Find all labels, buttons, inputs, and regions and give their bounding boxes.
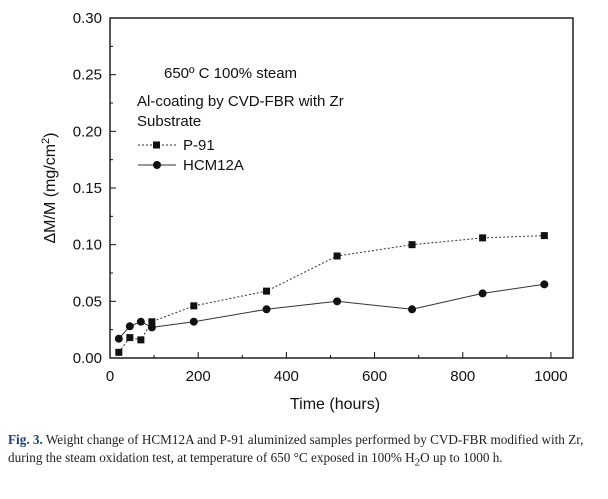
data-point-p91 [263, 287, 271, 295]
caption-label: Fig. 3. [8, 432, 43, 447]
data-point-p91 [190, 302, 198, 310]
data-point-hcm12a [136, 317, 145, 326]
y-tick-label: 0.30 [73, 10, 102, 27]
data-point-hcm12a [147, 323, 156, 332]
y-tick-label: 0.25 [73, 67, 102, 84]
data-point-hcm12a [408, 305, 417, 314]
figure-caption: Fig. 3. Weight change of HCM12A and P-91… [8, 431, 602, 472]
legend-label-p91: P-91 [183, 137, 215, 154]
annotation-coating: Al-coating by CVD-FBR with Zr [137, 93, 344, 110]
legend-entry-hcm12a: HCM12A [138, 157, 244, 174]
y-axis-ticks: 0.00 0.05 0.10 0.15 0.20 0.25 0.30 [73, 10, 116, 367]
caption-text-1: Weight change of HCM12A and P-91 alumini… [8, 432, 584, 465]
series-line-hcm12a [118, 283, 545, 340]
data-point-p91 [115, 348, 123, 356]
x-tick-label: 600 [362, 368, 387, 385]
data-point-hcm12a [478, 289, 487, 298]
data-point-p91 [540, 232, 548, 240]
caption-text-2: O up to 1000 h. [420, 450, 503, 465]
y-tick-label: 0.20 [73, 123, 102, 140]
x-tick-label: 1000 [534, 368, 567, 385]
chart: 0 200 400 600 800 1000 0.000.050.100.150.200.… [40, 10, 574, 413]
x-tick-label: 400 [274, 368, 299, 385]
x-tick-label: 800 [450, 368, 475, 385]
data-point-p91 [126, 334, 134, 342]
data-point-p91 [479, 234, 487, 242]
x-axis-title: Time (hours) [290, 396, 380, 413]
data-point-p91 [137, 336, 145, 344]
legend-marker-hcm12a [153, 161, 161, 169]
y-tick-label: 0.15 [73, 180, 102, 197]
legend-marker-p91 [153, 141, 160, 149]
legend-entry-p91: P-91 [138, 137, 215, 154]
y-axis-title-sup: 2 [40, 138, 52, 144]
caption-subscript: 2 [414, 456, 421, 469]
data-point-p91 [408, 241, 416, 249]
data-point-hcm12a [189, 317, 198, 326]
data-point-hcm12a [114, 334, 123, 343]
y-tick-label: 0.00 [73, 350, 102, 367]
annotation-conditions: 650º C 100% steam [164, 65, 297, 82]
data-point-hcm12a [262, 305, 271, 314]
x-tick-label: 200 [186, 368, 211, 385]
legend: P-91 HCM12A [138, 137, 244, 174]
y-axis-title: ΔM/M (mg/cm2) [40, 132, 59, 243]
y-tick-label: 0.05 [73, 293, 102, 310]
series-line-p91 [118, 235, 545, 353]
legend-label-hcm12a: HCM12A [183, 157, 244, 174]
x-tick-label: 0 [106, 368, 114, 385]
data-point-hcm12a [333, 297, 342, 306]
data-point-p91 [333, 252, 341, 260]
annotation-substrate: Substrate [137, 113, 201, 130]
data-point-p91 [148, 318, 156, 326]
data-point-hcm12a [125, 322, 134, 331]
x-axis-ticks: 0 200 400 600 800 1000 [106, 352, 568, 385]
series-layer [114, 232, 549, 356]
y-tick-label: 0.10 [73, 237, 102, 254]
data-point-hcm12a [540, 280, 549, 289]
